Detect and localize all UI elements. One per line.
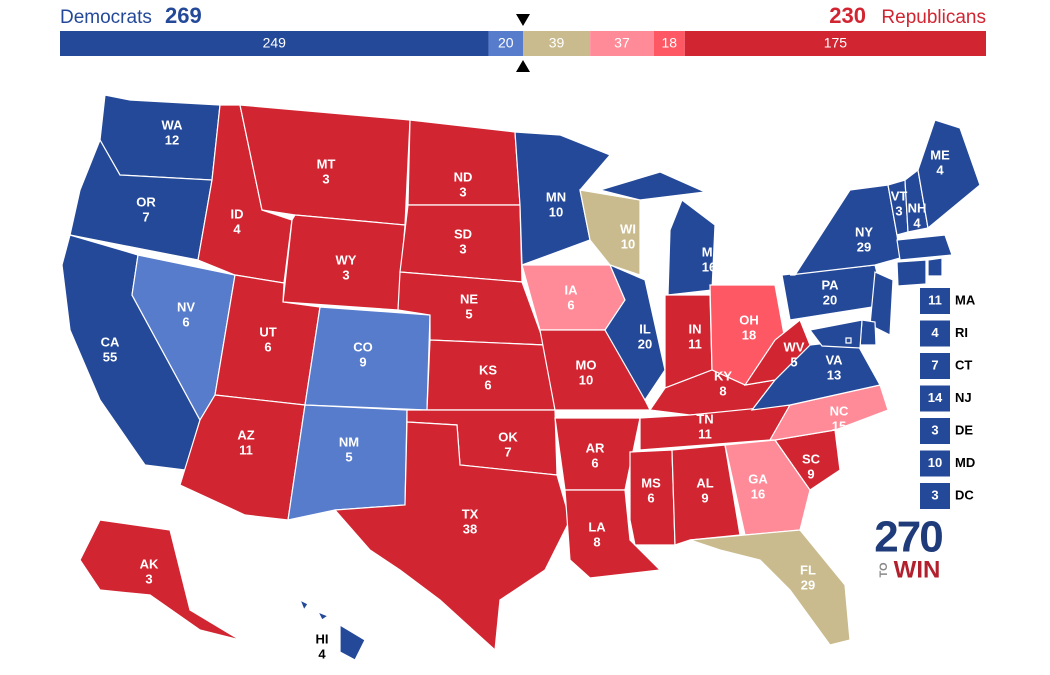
small-state-box[interactable]: [920, 418, 950, 444]
small-state-box[interactable]: [920, 385, 950, 412]
small-state-abbr: NJ: [955, 390, 972, 405]
state-abbr: HI: [316, 631, 329, 646]
dem-total: 269: [165, 3, 202, 28]
state[interactable]: [896, 259, 927, 287]
state[interactable]: [604, 263, 666, 402]
small-state-abbr: RI: [955, 325, 968, 340]
state[interactable]: [869, 271, 894, 336]
bar: 249 20 39 37 18 175: [60, 31, 986, 56]
state-votes: 4: [318, 646, 326, 661]
state[interactable]: [845, 337, 852, 344]
state[interactable]: [407, 119, 521, 206]
bar-segment-label: 20: [498, 35, 514, 51]
logo-win: WIN: [894, 556, 941, 583]
bar-segment: [60, 31, 489, 56]
small-state-abbr: CT: [955, 357, 972, 372]
state[interactable]: [724, 439, 811, 536]
states: [61, 94, 981, 661]
bar-segment: [523, 31, 591, 56]
bar-segment-label: 37: [614, 35, 630, 51]
state[interactable]: [339, 623, 366, 661]
small-state-box[interactable]: [920, 288, 950, 314]
state[interactable]: [316, 610, 330, 621]
state[interactable]: [99, 94, 221, 181]
state[interactable]: [896, 234, 953, 261]
bar-segment-label: 249: [263, 35, 287, 51]
small-state-box[interactable]: [920, 320, 950, 347]
bar-segment-label: 175: [824, 35, 848, 51]
small-state-box[interactable]: [920, 353, 950, 379]
logo-to: TO: [878, 562, 890, 578]
marker-bottom: [516, 60, 530, 72]
small-state-abbr: DE: [955, 422, 973, 437]
bar-segment-label: 39: [549, 35, 565, 51]
state[interactable]: [287, 404, 408, 521]
logo-number: 270: [874, 513, 942, 562]
state[interactable]: [743, 319, 811, 386]
small-state-abbr: MA: [955, 292, 976, 307]
state[interactable]: [426, 339, 556, 411]
state[interactable]: [597, 171, 708, 201]
state[interactable]: [79, 519, 241, 641]
state[interactable]: [304, 306, 431, 411]
state[interactable]: [927, 257, 943, 277]
state[interactable]: [239, 104, 411, 226]
state[interactable]: [333, 421, 571, 652]
state[interactable]: [298, 598, 309, 612]
marker-top: [516, 14, 530, 26]
state[interactable]: [399, 204, 523, 283]
state[interactable]: [282, 214, 406, 311]
state[interactable]: [554, 417, 641, 491]
small-state-box[interactable]: [920, 483, 950, 509]
rep-label: Republicans: [881, 7, 986, 28]
rep-total: 230: [829, 3, 866, 28]
state[interactable]: [689, 529, 851, 646]
small-state-abbr: DC: [955, 487, 974, 502]
bar-segment: [590, 31, 654, 56]
state[interactable]: [521, 264, 626, 331]
small-state-abbr: MD: [955, 455, 975, 470]
bar-segment: [684, 31, 986, 56]
dem-label: Democrats: [60, 7, 152, 28]
state[interactable]: [789, 184, 901, 276]
small-state-box[interactable]: [920, 450, 950, 477]
state[interactable]: [859, 319, 877, 346]
bar-segment: [653, 31, 685, 56]
state[interactable]: [667, 199, 716, 296]
state[interactable]: [629, 449, 676, 546]
bar-segment-label: 18: [662, 35, 678, 51]
logo: 270 TO WIN: [874, 513, 944, 584]
state[interactable]: [579, 189, 641, 276]
state[interactable]: [917, 119, 981, 230]
state[interactable]: [564, 489, 662, 579]
bar-segment: [488, 31, 523, 56]
